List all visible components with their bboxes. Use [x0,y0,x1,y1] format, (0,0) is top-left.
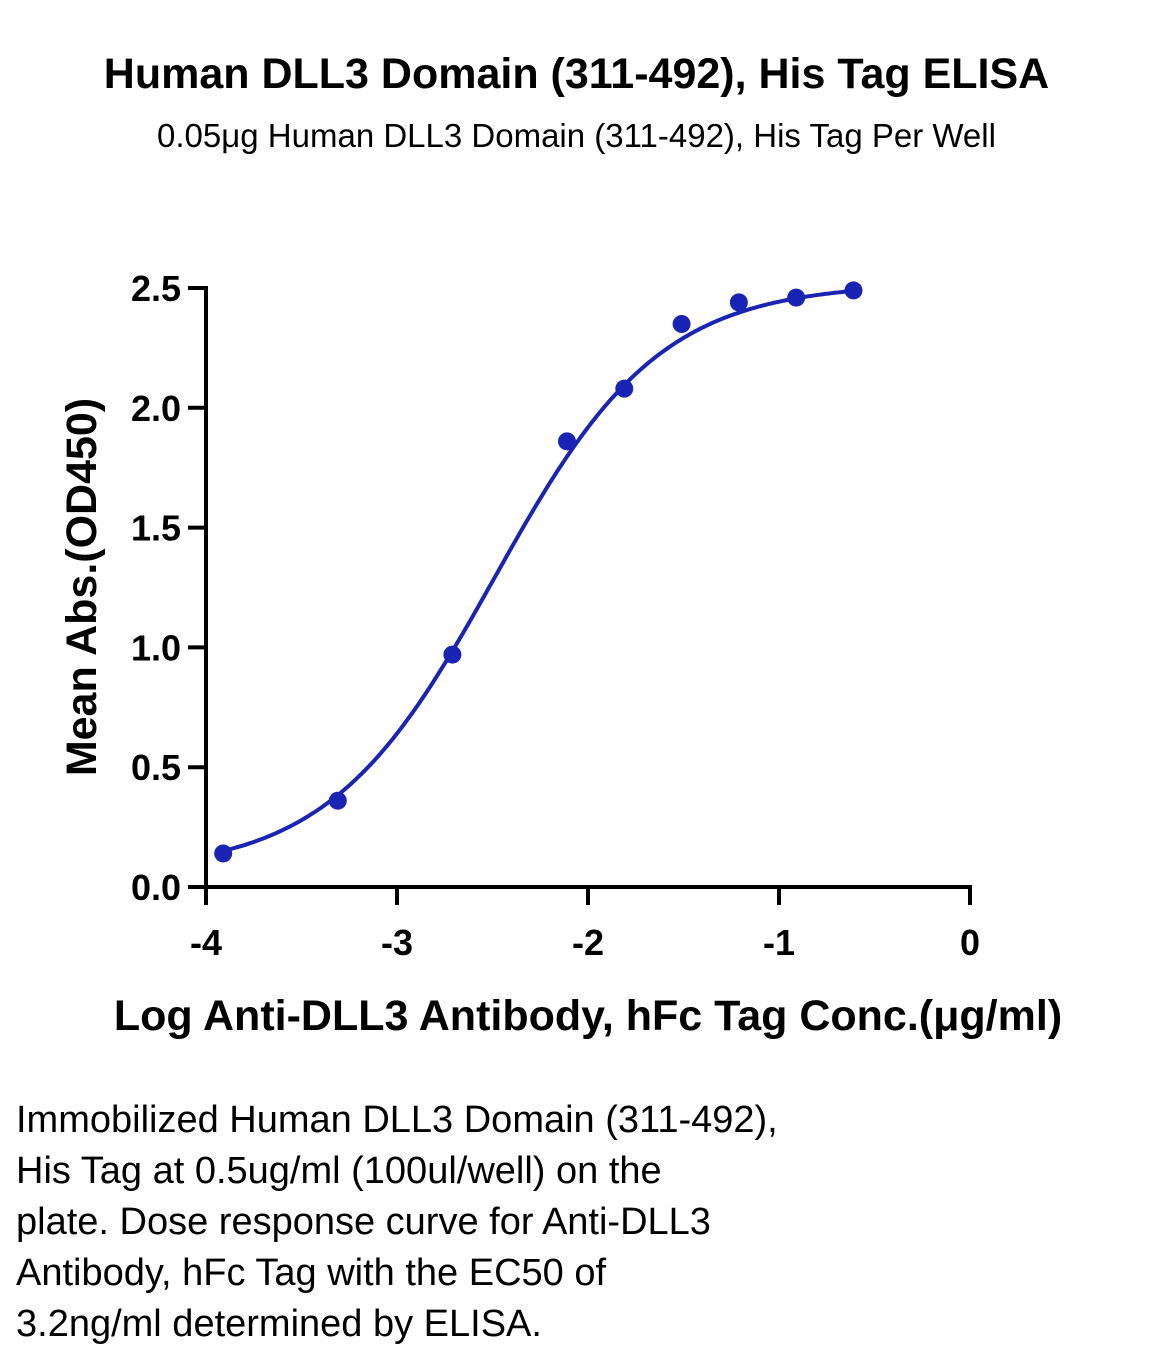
data-point [672,314,691,333]
y-tick-label: 0.5 [131,747,181,788]
y-tick-label: 0.0 [131,867,181,908]
chart-title: Human DLL3 Domain (311-492), His Tag ELI… [103,50,1050,98]
data-points [214,281,863,863]
y-tick-label: 2.0 [131,388,181,429]
x-tick-label: -1 [763,922,795,963]
data-point [214,844,233,863]
data-point [787,288,806,307]
y-axis-label: Mean Abs.(OD450) [58,398,106,776]
x-tick-label: -3 [381,922,413,963]
fit-curve [222,288,854,853]
x-tick-label: 0 [960,922,980,963]
data-point [729,293,748,312]
chart-subtitle: 0.05μg Human DLL3 Domain (311-492), His … [157,117,996,154]
x-axis-label: Log Anti-DLL3 Antibody, hFc Tag Conc.(μg… [114,992,1062,1040]
data-point [557,432,576,451]
data-point [615,379,634,398]
x-tick-label: -2 [572,922,604,963]
data-point [844,281,863,300]
x-tick-label: -4 [190,922,222,963]
y-tick-label: 1.5 [131,508,181,549]
figure-caption: Immobilized Human DLL3 Domain (311-492),… [16,1099,778,1345]
data-point [443,645,462,664]
data-point [328,791,347,810]
y-tick-label: 1.0 [131,627,181,668]
axes: 0.0 0.5 1.0 1.5 2.0 2.5 -4 -3 -2 -1 0 [131,268,980,963]
y-tick-label: 2.5 [131,268,181,309]
